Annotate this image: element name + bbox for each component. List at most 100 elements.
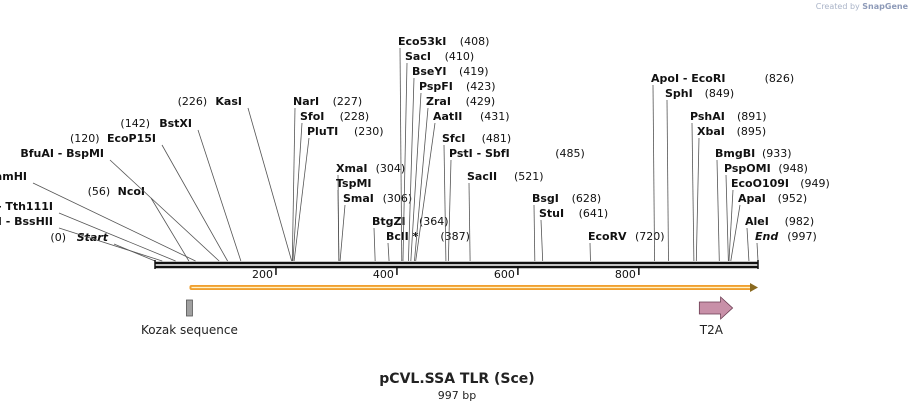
orf-arrowhead — [750, 283, 758, 292]
site-label-name: XmaI — [336, 162, 367, 175]
site-tick-line — [291, 107, 296, 262]
site-tick-line — [746, 227, 750, 262]
site-tick-line — [408, 77, 415, 262]
site-label-name: PstI - SbfI — [449, 147, 510, 160]
site-tick-line — [373, 227, 376, 262]
ruler-tick-label: 800 — [615, 268, 636, 281]
site-label-pos: (431) — [480, 110, 510, 123]
map-length: 997 bp — [437, 389, 477, 402]
site-label-name: PshAI — [690, 110, 725, 123]
site-label-pos: (628) — [572, 192, 602, 205]
site-label-name: EcoO109I — [731, 177, 789, 190]
site-label-name: AatII — [433, 110, 462, 123]
site-tick-line — [666, 99, 669, 262]
site-label-name: BclI * — [386, 230, 419, 243]
site-tick-line — [414, 107, 429, 262]
site-label-pos: (952) — [778, 192, 808, 205]
site-tick-line — [387, 242, 390, 262]
site-tick-line — [58, 227, 163, 262]
site-tick-line — [728, 189, 734, 262]
site-tick-line — [725, 174, 729, 262]
site-label-name: AleI — [745, 215, 769, 228]
site-tick-line — [447, 159, 452, 262]
site-label-name: PluTI — [307, 125, 338, 138]
site-tick-line — [652, 84, 655, 262]
site-label-name: SfcI — [442, 132, 465, 145]
t2a-arrow — [698, 296, 734, 320]
site-label-pos: (410) — [445, 50, 475, 63]
site-tick-line — [695, 137, 700, 262]
site-label-pos: (891) — [737, 110, 767, 123]
kozak-label: Kozak sequence — [141, 323, 238, 337]
site-label-name: PflFI - Tth111I — [0, 200, 53, 213]
site-label-name: BmgBI — [715, 147, 755, 160]
site-label-pos: (230) — [354, 125, 384, 138]
site-label-pos: (485) — [555, 147, 585, 160]
site-label-name: ApoI - EcoRI — [651, 72, 725, 85]
site-label-name: ZraI — [426, 95, 451, 108]
site-tick-line — [337, 189, 340, 262]
site-label-name: SfoI — [300, 110, 324, 123]
site-label-pos: (56) — [88, 185, 111, 198]
ruler-tick-label: 400 — [373, 268, 394, 281]
site-tick-line — [468, 182, 471, 262]
site-tick-line — [540, 219, 544, 262]
site-label-pos: (228) — [340, 110, 370, 123]
site-tick-line — [247, 107, 293, 262]
site-label-name: SacII — [467, 170, 497, 183]
site-tick-line — [756, 242, 759, 262]
site-tick-line — [443, 144, 447, 262]
site-label-name: EcoRV — [588, 230, 627, 243]
site-label-pos: (521) — [514, 170, 544, 183]
site-tick-line — [150, 197, 190, 262]
site-label-name: NarI — [293, 95, 319, 108]
site-label-pos: (895) — [737, 125, 767, 138]
site-tick-line — [402, 62, 408, 262]
site-label-pos: (481) — [482, 132, 512, 145]
site-label-pos: (641) — [579, 207, 609, 220]
site-label-name: NcoI — [118, 185, 145, 198]
site-label-name: BstXI — [159, 117, 192, 130]
site-label-pos: (304) — [376, 162, 406, 175]
site-tick-line — [109, 159, 220, 262]
snapgene-watermark: Created by SnapGene — [815, 2, 908, 11]
site-label-name: PspOMI — [724, 162, 771, 175]
site-label-name: AscI - BssHII — [0, 215, 53, 228]
site-label-name: Start — [77, 231, 109, 244]
site-tick-line — [730, 204, 741, 262]
site-tick-line — [533, 204, 536, 262]
site-label-name: BsgI — [532, 192, 559, 205]
site-label-pos: (364) — [419, 215, 449, 228]
site-label-pos: (0) — [50, 231, 66, 244]
site-label-name: XbaI — [697, 125, 725, 138]
site-label-pos: (849) — [705, 87, 735, 100]
t2a-label: T2A — [699, 323, 724, 337]
kozak-box — [186, 299, 193, 317]
site-label-pos: (227) — [333, 95, 363, 108]
site-label-pos: (982) — [785, 215, 815, 228]
site-tick-line — [691, 122, 695, 262]
site-tick-line — [292, 122, 303, 262]
site-tick-line — [197, 129, 242, 262]
site-label-name: BseYI — [412, 65, 446, 78]
site-label-name: ApaI — [738, 192, 766, 205]
site-tick-line — [339, 204, 346, 262]
site-label-name: End — [755, 230, 778, 243]
site-label-pos: (948) — [778, 162, 808, 175]
site-tick-line — [415, 122, 436, 262]
site-label-pos: (429) — [466, 95, 496, 108]
site-label-name: SphI — [665, 87, 693, 100]
site-label-pos: (423) — [466, 80, 496, 93]
site-label-name: MflI * - BstYI - BamHI — [0, 170, 27, 183]
site-label-name: KasI — [215, 95, 242, 108]
site-tick-line — [293, 137, 310, 262]
site-label-name: Eco53kI — [398, 35, 446, 48]
site-label-pos: (419) — [459, 65, 489, 78]
site-label-name: TspMI — [336, 177, 372, 190]
site-tick-line — [410, 92, 422, 262]
site-label-name: PspFI — [419, 80, 453, 93]
site-label-pos: (120) — [70, 132, 100, 145]
site-label-name: SacI — [405, 50, 431, 63]
site-label-pos: (142) — [120, 117, 150, 130]
site-tick-line — [399, 47, 403, 262]
